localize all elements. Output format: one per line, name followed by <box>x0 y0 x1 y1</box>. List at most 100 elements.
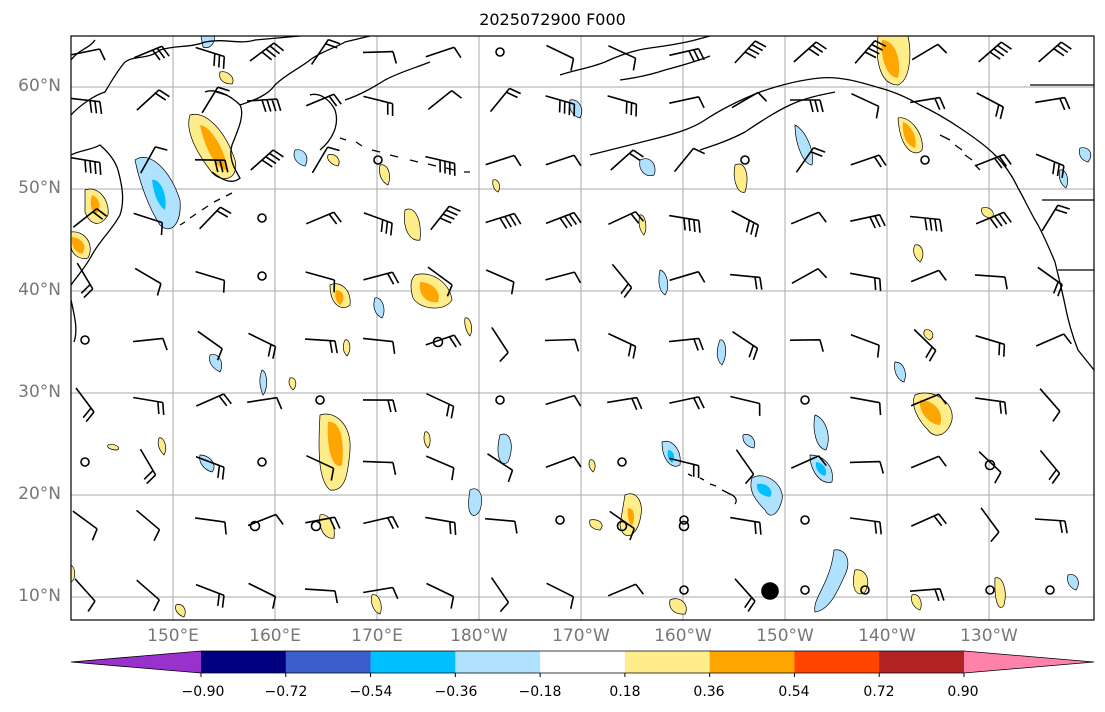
wind-barb <box>789 339 824 352</box>
wind-barb-stroke <box>791 268 828 284</box>
wind-barb <box>135 509 161 542</box>
wind-barb <box>197 330 223 361</box>
wind-barb-stroke <box>850 154 887 168</box>
calm-wind-marker <box>555 515 565 525</box>
calm-wind-marker <box>617 457 627 467</box>
wind-barb <box>194 159 229 173</box>
wind-barb-stroke <box>669 270 706 283</box>
wind-barb-stroke <box>306 454 335 481</box>
wind-barb <box>731 210 760 238</box>
wind-barb <box>74 578 96 612</box>
wind-barb <box>730 273 763 290</box>
calm-wind-marker <box>495 395 505 405</box>
wind-barb <box>305 516 341 530</box>
wind-barb <box>975 334 1006 357</box>
calm-wind-marker <box>616 520 628 532</box>
wind-barb-stroke <box>71 97 103 115</box>
wind-barb <box>975 211 1012 229</box>
wind-barb <box>363 337 396 355</box>
wind-barb-stroke <box>362 460 397 475</box>
wind-barb-stroke <box>850 214 886 229</box>
wind-barb-stroke <box>485 269 515 295</box>
wind-barb <box>487 453 514 483</box>
lat-label-20n: 20°N <box>18 484 61 504</box>
wind-barb-stroke <box>795 146 826 173</box>
wind-barb <box>669 47 705 63</box>
wind-barb-stroke <box>849 460 885 474</box>
wind-barb-stroke <box>975 334 1006 357</box>
wind-barb <box>71 48 106 61</box>
wind-barb-stroke <box>975 397 1007 415</box>
wind-barb-stroke <box>363 515 399 530</box>
wind-barb-stroke <box>363 337 396 355</box>
colorbar-tick-label: −0.36 <box>434 684 478 700</box>
wind-barb <box>72 208 108 228</box>
wind-barb-stroke <box>305 516 341 530</box>
wind-barb <box>195 46 226 69</box>
wind-barb-stroke <box>850 334 880 358</box>
colorbar-segment <box>540 651 626 673</box>
wind-barb-stroke <box>136 579 161 612</box>
calm-wind-marker <box>860 585 870 595</box>
wind-barb <box>195 393 232 407</box>
wind-barb <box>71 156 102 175</box>
wind-barb-stroke <box>1038 41 1072 63</box>
lon-label-150e: 150°E <box>147 626 199 646</box>
colorbar-extend-high <box>964 651 1094 673</box>
wind-barb-stroke <box>545 394 582 407</box>
wind-barb <box>485 154 522 167</box>
wind-barb <box>611 263 633 298</box>
calm-wind-marker <box>678 520 690 532</box>
wind-barb-stroke <box>1041 204 1070 232</box>
wind-barb-stroke <box>74 578 96 612</box>
wind-barb-stroke <box>850 396 882 416</box>
wind-barb-stroke <box>610 149 644 171</box>
wind-barb-stroke <box>490 577 510 613</box>
wind-barb-stroke <box>248 332 277 359</box>
wind-barb-stroke <box>363 95 394 116</box>
wind-barb <box>790 455 827 469</box>
wind-barb <box>910 455 947 469</box>
wind-barb <box>136 579 161 612</box>
wind-barb-stroke <box>427 266 453 297</box>
wind-barb-stroke <box>545 211 582 229</box>
calm-wind-marker <box>800 395 810 405</box>
wind-barb-stroke <box>247 513 284 527</box>
calm-wind-marker <box>249 520 261 532</box>
wind-barb <box>304 588 339 604</box>
wind-barb <box>1038 41 1072 63</box>
wind-barb-stroke <box>731 91 768 109</box>
colorbar-tick-label: −0.90 <box>181 684 225 700</box>
wind-barb <box>1034 518 1068 534</box>
wind-barb <box>246 98 282 113</box>
wind-barb <box>72 510 98 541</box>
wind-barb <box>249 42 285 62</box>
calm-wind-marker <box>985 585 995 595</box>
wind-barb-stroke <box>72 208 108 228</box>
wind-barb-stroke <box>195 270 226 293</box>
wind-barb <box>133 337 168 351</box>
colorbar-segment <box>285 651 372 673</box>
colorbar-tick-label: 0.72 <box>863 684 895 700</box>
colorbar-segment <box>709 651 795 673</box>
wind-barb <box>607 95 638 117</box>
wind-barb-stroke <box>1039 388 1061 422</box>
wind-barb <box>430 205 461 231</box>
wind-barb <box>850 334 880 358</box>
wind-barb <box>305 211 342 225</box>
wind-barb-stroke <box>430 205 461 231</box>
lon-label-170w: 170°W <box>552 626 610 646</box>
wind-barb <box>199 206 232 230</box>
lon-label-140w: 140°W <box>858 626 916 646</box>
wind-barb-stroke <box>362 399 397 413</box>
wind-barbs <box>71 38 1072 613</box>
wind-barb-stroke <box>735 449 755 485</box>
wind-barb <box>980 507 1000 543</box>
wind-barb-stroke <box>304 588 339 604</box>
wind-barb-stroke <box>731 210 760 238</box>
calm-wind-marker <box>257 457 267 467</box>
wind-barb-stroke <box>75 387 95 423</box>
wind-barb <box>425 334 462 348</box>
wind-barb-stroke <box>136 89 170 111</box>
wind-barb-stroke <box>133 337 168 351</box>
